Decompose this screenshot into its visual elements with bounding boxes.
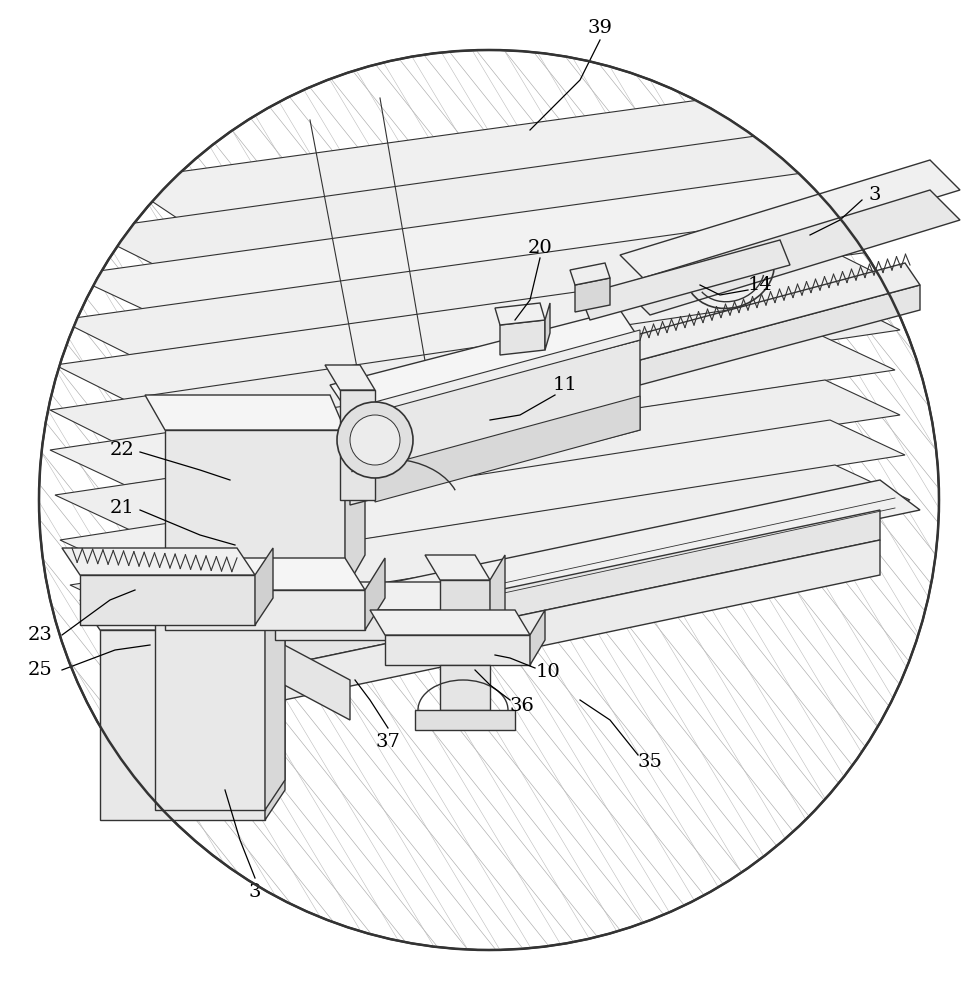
- Polygon shape: [165, 540, 879, 725]
- Text: 25: 25: [28, 661, 53, 679]
- Polygon shape: [275, 610, 489, 640]
- Polygon shape: [364, 558, 385, 630]
- Polygon shape: [425, 555, 489, 580]
- Polygon shape: [624, 263, 919, 360]
- Polygon shape: [639, 285, 919, 385]
- Polygon shape: [544, 303, 549, 350]
- Polygon shape: [50, 295, 899, 445]
- Polygon shape: [329, 310, 639, 415]
- Polygon shape: [619, 190, 959, 315]
- Polygon shape: [440, 665, 489, 710]
- Polygon shape: [265, 600, 284, 820]
- Polygon shape: [80, 600, 265, 630]
- Polygon shape: [369, 610, 530, 635]
- Polygon shape: [145, 558, 364, 590]
- Polygon shape: [385, 635, 530, 665]
- Polygon shape: [489, 555, 504, 640]
- Polygon shape: [120, 75, 939, 220]
- Polygon shape: [165, 430, 345, 590]
- Text: 21: 21: [109, 499, 135, 517]
- Polygon shape: [530, 610, 544, 665]
- Circle shape: [337, 402, 412, 478]
- Text: 35: 35: [637, 753, 661, 771]
- Polygon shape: [499, 320, 544, 355]
- Text: 11: 11: [552, 376, 576, 394]
- Circle shape: [39, 50, 938, 950]
- Polygon shape: [374, 396, 639, 502]
- Polygon shape: [340, 390, 374, 500]
- Polygon shape: [255, 548, 273, 625]
- Polygon shape: [494, 303, 544, 325]
- Polygon shape: [80, 575, 255, 625]
- Text: 23: 23: [28, 626, 53, 644]
- Polygon shape: [85, 120, 939, 265]
- Polygon shape: [165, 590, 364, 630]
- Polygon shape: [345, 395, 364, 590]
- Circle shape: [350, 415, 400, 465]
- Polygon shape: [70, 165, 934, 310]
- Polygon shape: [165, 510, 879, 690]
- Text: 3: 3: [868, 186, 880, 204]
- Text: 10: 10: [535, 663, 560, 681]
- Polygon shape: [135, 580, 265, 610]
- Polygon shape: [275, 640, 350, 720]
- Polygon shape: [62, 548, 255, 575]
- Polygon shape: [55, 380, 899, 530]
- Text: 37: 37: [375, 733, 400, 751]
- Polygon shape: [265, 580, 284, 810]
- Text: 20: 20: [527, 239, 552, 257]
- Polygon shape: [579, 240, 789, 320]
- Text: 39: 39: [587, 19, 612, 37]
- Polygon shape: [619, 160, 959, 285]
- Polygon shape: [70, 465, 909, 620]
- Polygon shape: [50, 335, 894, 485]
- Polygon shape: [60, 210, 919, 355]
- Polygon shape: [100, 630, 265, 820]
- Text: 36: 36: [509, 697, 533, 715]
- Polygon shape: [440, 580, 489, 640]
- Polygon shape: [570, 263, 610, 285]
- Polygon shape: [145, 395, 345, 430]
- Polygon shape: [258, 582, 489, 610]
- Polygon shape: [154, 610, 265, 810]
- Text: 22: 22: [109, 441, 135, 459]
- Polygon shape: [414, 710, 515, 730]
- Polygon shape: [55, 255, 909, 400]
- Polygon shape: [574, 278, 610, 312]
- Polygon shape: [374, 330, 639, 412]
- Polygon shape: [324, 365, 374, 390]
- Polygon shape: [60, 420, 904, 575]
- Polygon shape: [350, 340, 639, 505]
- Text: 14: 14: [746, 276, 772, 294]
- Text: 3: 3: [248, 883, 261, 901]
- Polygon shape: [165, 480, 919, 660]
